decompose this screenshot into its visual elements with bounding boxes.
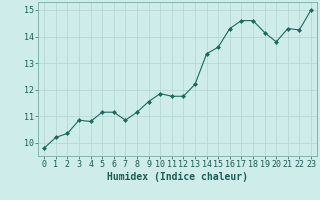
X-axis label: Humidex (Indice chaleur): Humidex (Indice chaleur) bbox=[107, 172, 248, 182]
